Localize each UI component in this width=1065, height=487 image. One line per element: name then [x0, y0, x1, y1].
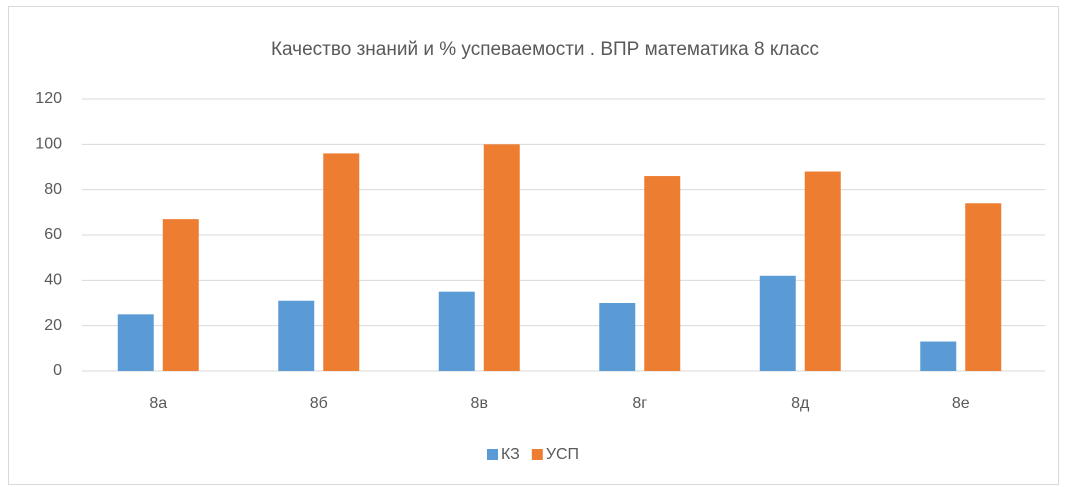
legend-label: УСП	[546, 446, 579, 463]
bar	[644, 176, 681, 371]
bar	[483, 144, 520, 371]
bar	[920, 341, 957, 371]
y-tick-label: 0	[53, 362, 62, 379]
legend-swatch	[531, 449, 543, 460]
x-tick-label: 8е	[952, 395, 970, 412]
chart-title: Качество знаний и % успеваемости . ВПР м…	[271, 39, 819, 60]
bar	[804, 171, 841, 371]
bar	[323, 153, 360, 371]
x-tick-label: 8а	[149, 395, 167, 412]
x-tick-label: 8д	[791, 395, 810, 412]
bar	[117, 314, 154, 371]
x-tick-label: 8в	[471, 395, 488, 412]
legend-swatch	[487, 449, 498, 460]
y-tick-label: 100	[35, 136, 62, 153]
y-tick-label: 20	[44, 317, 62, 334]
x-tick-label: 8г	[632, 395, 647, 412]
bar	[162, 219, 199, 371]
legend-label: КЗ	[501, 446, 520, 463]
x-tick-label: 8б	[310, 395, 328, 412]
bar	[599, 303, 636, 371]
bar	[965, 203, 1002, 371]
bar	[759, 275, 796, 371]
bar	[278, 300, 315, 371]
bar	[438, 291, 475, 371]
y-tick-label: 120	[35, 90, 62, 107]
y-tick-label: 60	[44, 226, 62, 243]
y-tick-label: 40	[44, 272, 62, 289]
y-tick-label: 80	[44, 181, 62, 198]
